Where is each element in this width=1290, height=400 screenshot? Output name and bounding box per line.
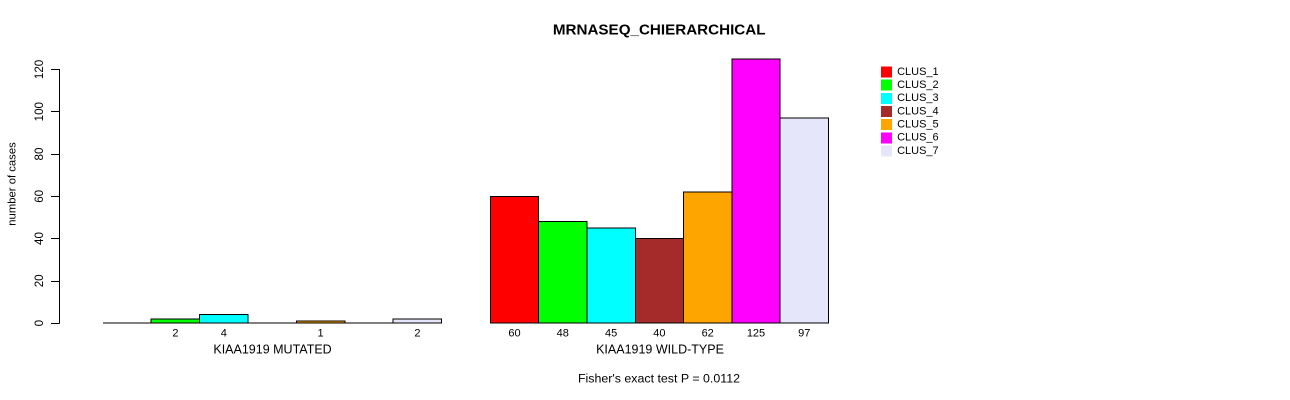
svg-text:KIAA1919 WILD-TYPE: KIAA1919 WILD-TYPE [596, 342, 724, 356]
svg-text:MRNASEQ_CHIERARCHICAL: MRNASEQ_CHIERARCHICAL [553, 21, 766, 38]
svg-text:20: 20 [33, 274, 46, 287]
svg-text:CLUS_3: CLUS_3 [897, 92, 939, 104]
svg-text:40: 40 [653, 328, 665, 340]
svg-text:CLUS_7: CLUS_7 [897, 145, 939, 157]
svg-text:CLUS_6: CLUS_6 [897, 132, 939, 144]
svg-text:60: 60 [508, 328, 520, 340]
svg-text:Fisher's exact test P = 0.0112: Fisher's exact test P = 0.0112 [578, 372, 740, 386]
svg-text:2: 2 [172, 328, 178, 340]
svg-text:100: 100 [33, 102, 46, 121]
svg-text:80: 80 [33, 148, 46, 161]
svg-text:CLUS_1: CLUS_1 [897, 66, 939, 78]
svg-text:CLUS_4: CLUS_4 [897, 105, 939, 117]
svg-text:125: 125 [747, 328, 765, 340]
svg-text:120: 120 [33, 60, 46, 79]
svg-text:4: 4 [221, 328, 227, 340]
svg-text:48: 48 [557, 328, 569, 340]
svg-text:97: 97 [798, 328, 810, 340]
svg-text:62: 62 [702, 328, 714, 340]
svg-text:KIAA1919 MUTATED: KIAA1919 MUTATED [213, 342, 331, 356]
svg-text:45: 45 [605, 328, 617, 340]
svg-text:60: 60 [33, 190, 46, 203]
svg-text:0: 0 [33, 320, 46, 326]
svg-text:CLUS_5: CLUS_5 [897, 119, 939, 131]
svg-text:number of cases: number of cases [7, 142, 19, 226]
svg-text:40: 40 [33, 232, 46, 245]
svg-text:2: 2 [414, 328, 420, 340]
svg-text:1: 1 [318, 328, 324, 340]
svg-text:CLUS_2: CLUS_2 [897, 79, 939, 91]
